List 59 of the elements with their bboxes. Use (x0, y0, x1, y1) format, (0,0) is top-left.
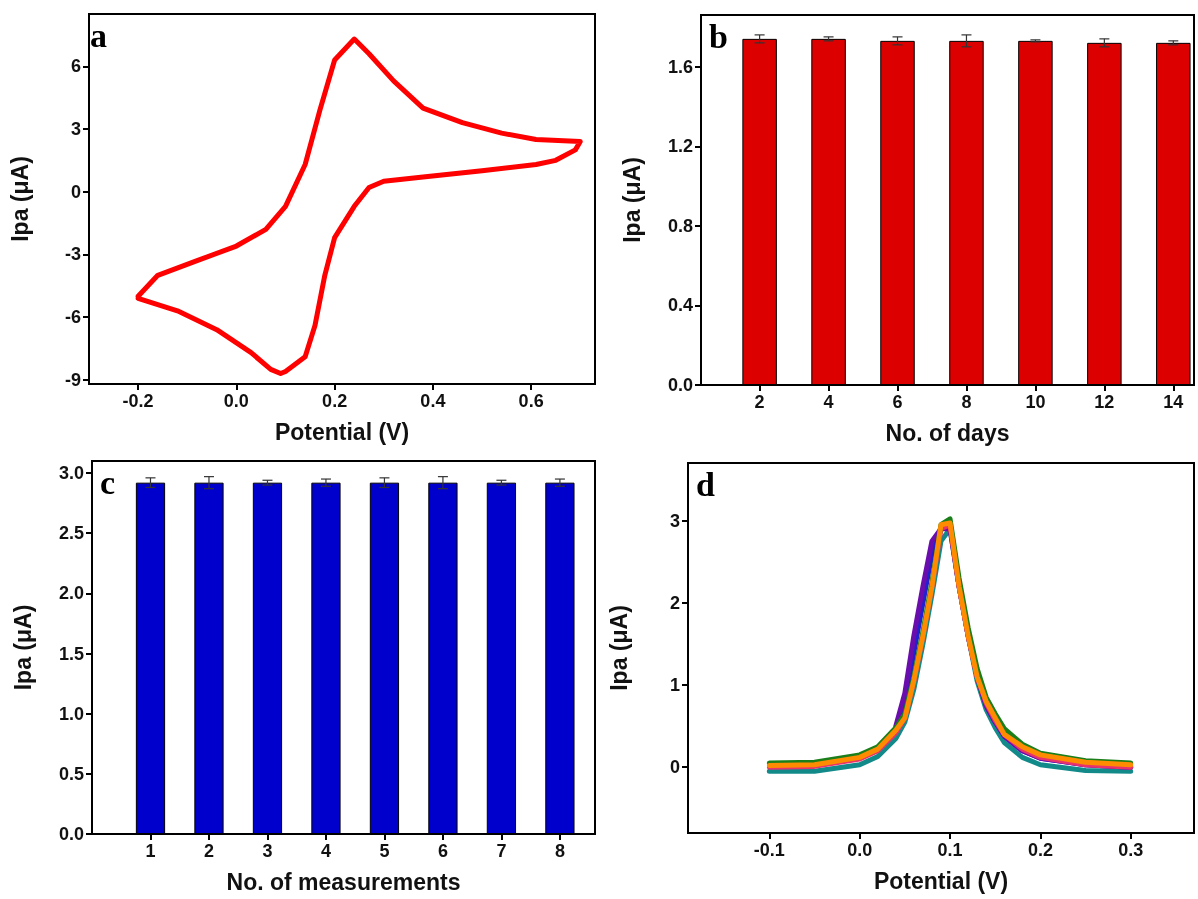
y-tick-label: 6 (70, 56, 81, 77)
y-tick-label: 2.5 (58, 523, 84, 544)
x-tick-label: 0.1 (937, 840, 963, 860)
y-axis-title: Ipa (μA) (605, 605, 632, 691)
y-tick-label: 1 (669, 675, 680, 695)
y-tick-label: -3 (64, 244, 81, 265)
y-tick-label: 0 (669, 757, 680, 778)
x-tick-label: 4 (823, 392, 834, 412)
x-axis-title: Potential (V) (274, 418, 410, 445)
x-tick-label: 4 (320, 841, 331, 861)
y-tick-label: 0 (70, 181, 81, 202)
y-tick-label: 1.5 (58, 643, 84, 664)
y-tick-label: 3.0 (58, 463, 84, 484)
annotation: d (696, 465, 715, 503)
y-tick-label: 0.5 (58, 763, 84, 784)
y-tick-label: 0.0 (667, 375, 693, 395)
x-tick-label: 0.4 (420, 391, 446, 411)
y-tick-label: 0.0 (58, 824, 84, 844)
y-tick-label: 1.2 (667, 136, 693, 157)
y-tick-label: 1.6 (667, 56, 693, 77)
x-tick-label: 10 (1025, 392, 1046, 412)
y-tick-label: 1.0 (58, 703, 84, 724)
x-tick-label: 0.3 (1118, 840, 1144, 860)
x-tick-label: 0.0 (223, 391, 249, 411)
x-tick-label: 12 (1094, 392, 1115, 412)
y-axis-title: Ipa (μA) (618, 157, 645, 243)
x-tick-label: 2 (754, 392, 765, 412)
annotation: a (90, 16, 107, 54)
y-tick-label: -6 (64, 307, 81, 328)
x-tick-label: -0.2 (122, 391, 154, 411)
y-tick-label: 3 (669, 510, 680, 531)
x-tick-label: 7 (496, 841, 507, 861)
x-tick-label: 0.0 (847, 840, 873, 860)
y-tick-label: 3 (70, 118, 81, 139)
y-axis-title: Ipa (μA) (6, 156, 33, 242)
x-tick-label: 8 (554, 841, 565, 861)
x-tick-label: 0.2 (1027, 840, 1053, 860)
x-tick-label: -0.1 (753, 840, 785, 860)
x-axis-title: No. of days (885, 419, 1010, 446)
x-tick-label: 0.6 (518, 391, 544, 411)
y-tick-label: -9 (64, 369, 81, 390)
x-tick-label: 3 (262, 841, 273, 861)
x-tick-label: 0.2 (322, 391, 348, 411)
x-tick-label: 2 (203, 841, 214, 861)
x-axis-title: No. of measurements (226, 868, 461, 895)
annotation: c (100, 463, 116, 501)
y-tick-label: 2 (669, 592, 680, 613)
y-tick-label: 0.8 (667, 215, 693, 236)
x-tick-label: 6 (437, 841, 448, 861)
y-tick-label: 0.4 (667, 295, 693, 316)
x-tick-label: 5 (379, 841, 390, 861)
x-tick-label: 14 (1163, 392, 1184, 412)
x-tick-label: 1 (145, 841, 156, 861)
annotation: b (709, 17, 728, 55)
x-tick-label: 8 (961, 392, 972, 412)
x-tick-label: 6 (892, 392, 903, 412)
x-axis-title: Potential (V) (873, 867, 1009, 894)
y-tick-label: 2.0 (58, 583, 84, 604)
y-axis-title: Ipa (μA) (9, 604, 36, 691)
